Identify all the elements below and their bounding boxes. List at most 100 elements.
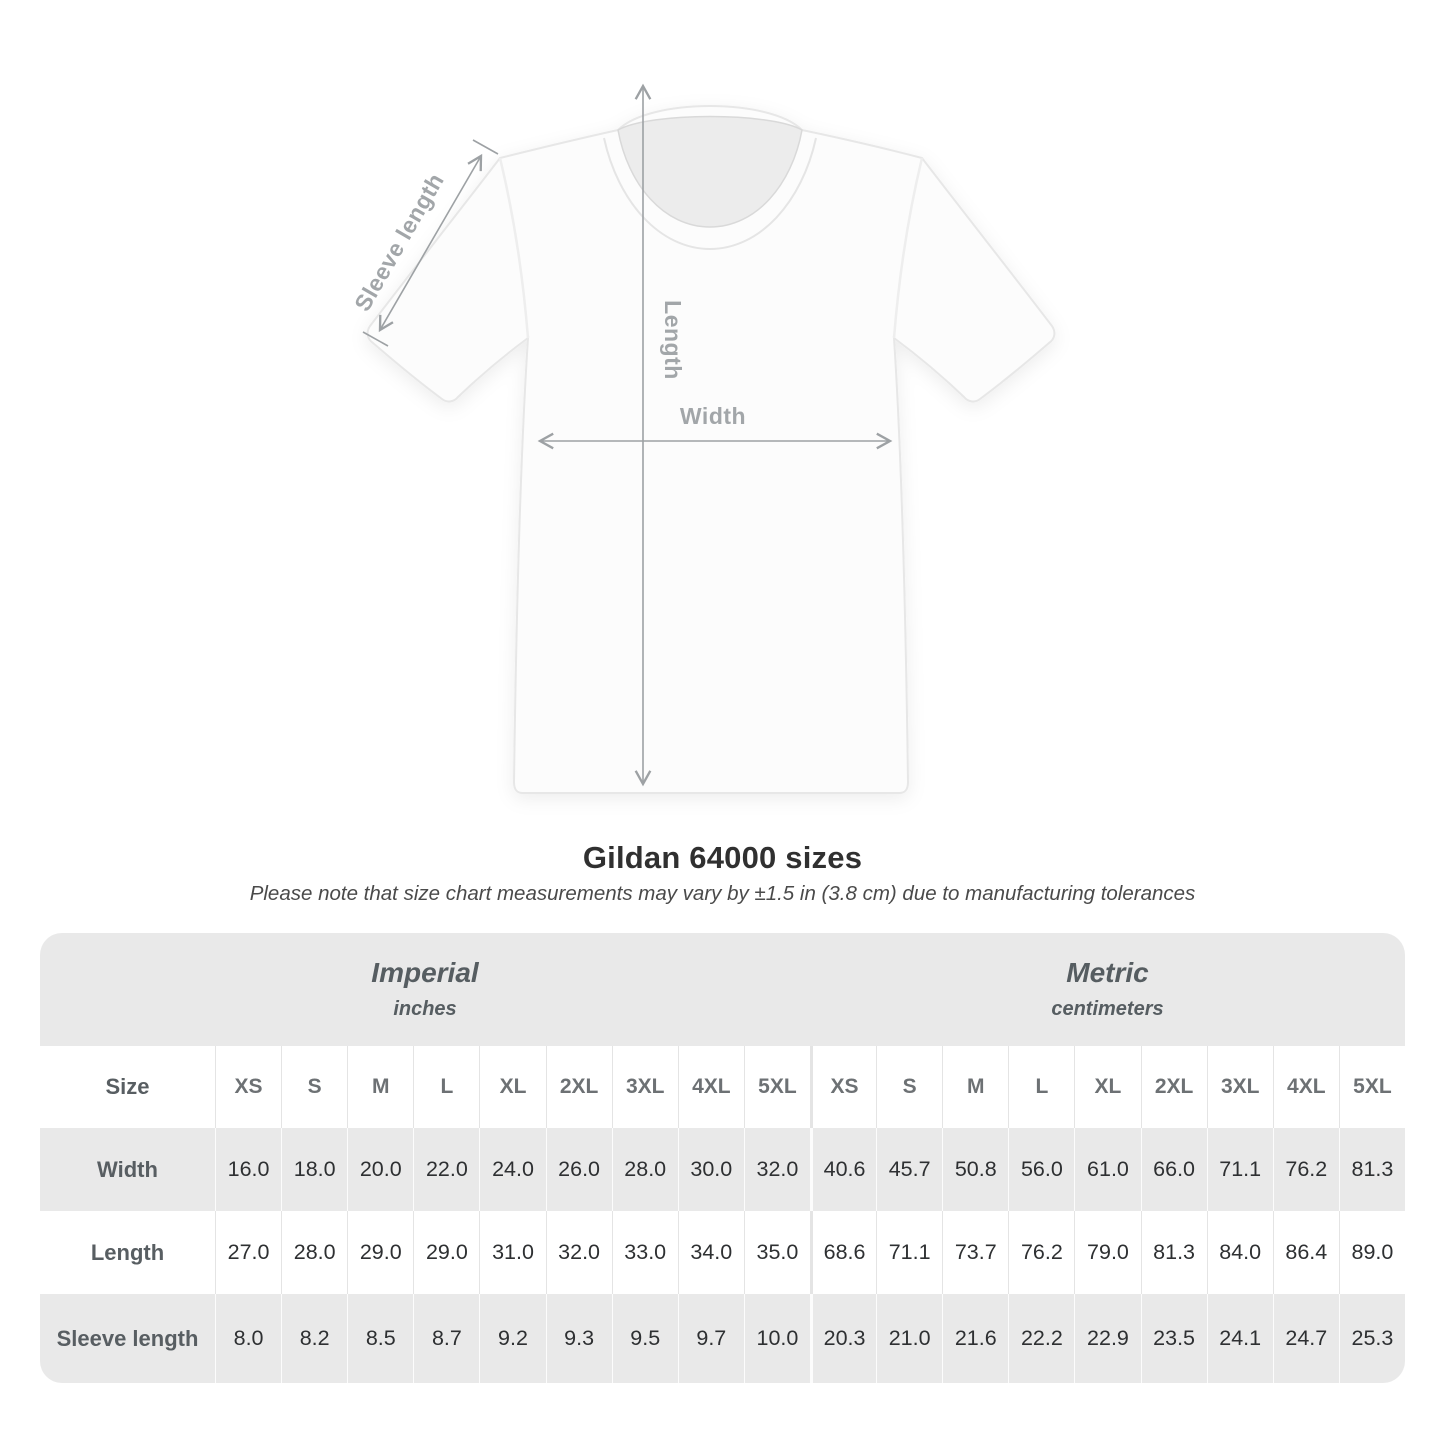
metric-unit: centimeters (1051, 997, 1164, 1020)
sleeve-value-cell: 21.0 (876, 1294, 943, 1383)
sleeve-value-cell: 23.5 (1140, 1294, 1207, 1383)
width-value-cell: 76.2 (1272, 1128, 1339, 1211)
width-value-cell: 56.0 (1008, 1128, 1075, 1211)
sleeve-value-cell: 8.2 (281, 1294, 348, 1383)
size-column-header: 3XL (1206, 1046, 1273, 1128)
length-value-cell: 89.0 (1338, 1211, 1405, 1294)
length-value-cell: 79.0 (1074, 1211, 1141, 1294)
tolerance-note: Please note that size chart measurements… (249, 882, 1196, 905)
size-column-header: S (281, 1046, 348, 1128)
length-value-cell: 31.0 (479, 1211, 546, 1294)
imperial-title: Imperial (371, 957, 479, 989)
length-row-label: Length (40, 1211, 215, 1294)
width-value-cell: 45.7 (876, 1128, 943, 1211)
sleeve-row-label: Sleeve length (40, 1294, 215, 1383)
sleeve-value-cell: 24.7 (1272, 1294, 1339, 1383)
metric-header: Metric centimeters (809, 933, 1405, 1046)
measurement-arrows (362, 83, 893, 787)
unit-header-row: Imperial inches Metric centimeters (40, 933, 1405, 1046)
sleeve-value-cell: 8.5 (347, 1294, 414, 1383)
size-column-header: XS (215, 1046, 282, 1128)
size-column-header: 5XL (1338, 1046, 1405, 1128)
size-column-header: M (942, 1046, 1009, 1128)
size-chart-table: Imperial inches Metric centimeters Size … (40, 933, 1405, 1383)
length-value-cell: 81.3 (1140, 1211, 1207, 1294)
size-column-header: S (876, 1046, 943, 1128)
size-column-header: 2XL (1140, 1046, 1207, 1128)
size-column-header: XS (809, 1046, 877, 1128)
width-value-cell: 28.0 (611, 1128, 678, 1211)
length-value-cell: 68.6 (809, 1211, 877, 1294)
tshirt-image: Sleeve length Length Width (349, 83, 1056, 794)
width-value-cell: 66.0 (1140, 1128, 1207, 1211)
sleeve-value-cell: 10.0 (743, 1294, 810, 1383)
length-value-cell: 35.0 (743, 1211, 810, 1294)
size-header-row: Size XS S M L XL 2XL 3XL 4XL 5XL XS S M L XL 2XL 3XL 4XL… (40, 1046, 1405, 1128)
sleeve-arrow-tick-bottom (362, 331, 389, 347)
sleeve-value-cell: 8.7 (413, 1294, 480, 1383)
sleeve-arrow-tick-top (472, 139, 499, 155)
table-row-length: Length 27.0 28.0 29.0 29.0 31.0 32.0 33.0 34.0 3… (40, 1211, 1405, 1294)
width-value-cell: 16.0 (215, 1128, 282, 1211)
size-row-label: Size (40, 1046, 215, 1128)
size-column-header: XL (1074, 1046, 1141, 1128)
tshirt-silhouette (366, 105, 1056, 794)
length-value-cell: 71.1 (876, 1211, 943, 1294)
metric-title: Metric (1066, 957, 1149, 989)
length-value-cell: 84.0 (1206, 1211, 1273, 1294)
width-label: Width (680, 403, 746, 429)
sleeve-value-cell: 8.0 (215, 1294, 282, 1383)
width-value-cell: 30.0 (677, 1128, 744, 1211)
width-value-cell: 81.3 (1338, 1128, 1405, 1211)
imperial-header: Imperial inches (40, 933, 810, 1046)
size-column-header: 4XL (677, 1046, 744, 1128)
size-column-header: 5XL (743, 1046, 810, 1128)
size-column-header: 4XL (1272, 1046, 1339, 1128)
size-column-header: M (347, 1046, 414, 1128)
sleeve-value-cell: 9.2 (479, 1294, 546, 1383)
length-value-cell: 28.0 (281, 1211, 348, 1294)
length-value-cell: 34.0 (677, 1211, 744, 1294)
tshirt-measurement-diagram: Sleeve length Length Width (349, 83, 1056, 794)
sleeve-length-arrow (378, 153, 483, 333)
length-label: Length (660, 300, 686, 380)
length-value-cell: 29.0 (347, 1211, 414, 1294)
sleeve-value-cell: 21.6 (942, 1294, 1009, 1383)
width-value-cell: 40.6 (809, 1128, 877, 1211)
sleeve-value-cell: 9.7 (677, 1294, 744, 1383)
imperial-unit: inches (393, 997, 457, 1020)
length-value-cell: 73.7 (942, 1211, 1009, 1294)
width-value-cell: 71.1 (1206, 1128, 1273, 1211)
table-row-sleeve-length: Sleeve length 8.0 8.2 8.5 8.7 9.2 9.3 9.5 9.7 10… (40, 1294, 1405, 1383)
length-value-cell: 76.2 (1008, 1211, 1075, 1294)
width-value-cell: 24.0 (479, 1128, 546, 1211)
width-value-cell: 22.0 (413, 1128, 480, 1211)
length-value-cell: 33.0 (611, 1211, 678, 1294)
sleeve-value-cell: 9.5 (611, 1294, 678, 1383)
sleeve-value-cell: 24.1 (1206, 1294, 1273, 1383)
sleeve-value-cell: 25.3 (1338, 1294, 1405, 1383)
length-value-cell: 27.0 (215, 1211, 282, 1294)
length-value-cell: 29.0 (413, 1211, 480, 1294)
size-column-header: L (413, 1046, 480, 1128)
width-row-label: Width (40, 1128, 215, 1211)
length-value-cell: 32.0 (545, 1211, 612, 1294)
sleeve-value-cell: 20.3 (809, 1294, 877, 1383)
table-row-width: Width 16.0 18.0 20.0 22.0 24.0 26.0 28.0 30.0 32… (40, 1128, 1405, 1211)
width-value-cell: 32.0 (743, 1128, 810, 1211)
size-column-header: L (1008, 1046, 1075, 1128)
size-column-header: 2XL (545, 1046, 612, 1128)
size-chart: Imperial inches Metric centimeters Size … (40, 933, 1405, 1383)
length-value-cell: 86.4 (1272, 1211, 1339, 1294)
width-value-cell: 50.8 (942, 1128, 1009, 1211)
width-value-cell: 18.0 (281, 1128, 348, 1211)
sleeve-value-cell: 9.3 (545, 1294, 612, 1383)
page-title: Gildan 64000 sizes (582, 840, 863, 875)
size-column-header: XL (479, 1046, 546, 1128)
sleeve-value-cell: 22.2 (1008, 1294, 1075, 1383)
width-value-cell: 61.0 (1074, 1128, 1141, 1211)
sleeve-value-cell: 22.9 (1074, 1294, 1141, 1383)
size-column-header: 3XL (611, 1046, 678, 1128)
width-value-cell: 26.0 (545, 1128, 612, 1211)
width-value-cell: 20.0 (347, 1128, 414, 1211)
